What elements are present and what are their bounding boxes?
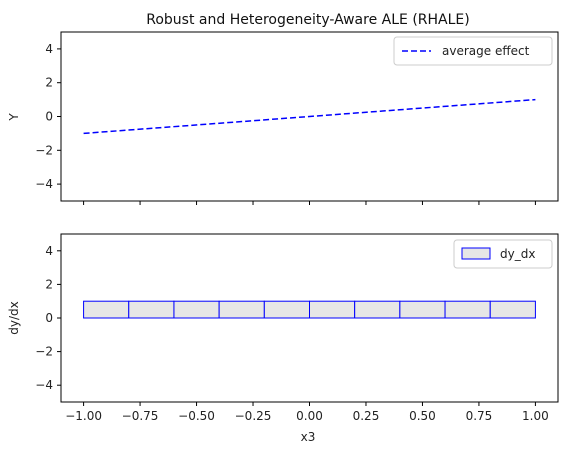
bottom-panel-plot bbox=[83, 300, 536, 319]
top-ytick-label: −4 bbox=[35, 177, 53, 191]
dy-dx-bar bbox=[83, 300, 130, 319]
top-ytick-label: 4 bbox=[45, 42, 53, 56]
bottom-xtick-label: −0.50 bbox=[178, 409, 215, 423]
average-effect-line bbox=[83, 98, 536, 135]
bottom-xtick-label: −0.75 bbox=[122, 409, 159, 423]
chart-title: Robust and Heterogeneity-Aware ALE (RHAL… bbox=[146, 12, 469, 28]
bottom-ytick-label: −2 bbox=[35, 345, 53, 359]
dy-dx-bar bbox=[173, 300, 220, 319]
bottom-legend: dy_dx bbox=[453, 239, 553, 269]
bottom-xtick-label: 0.25 bbox=[353, 409, 380, 423]
dy-dx-bar bbox=[263, 300, 310, 319]
bottom-xtick-label: 1.00 bbox=[522, 409, 549, 423]
bottom-ytick-label: 4 bbox=[45, 244, 53, 258]
bottom-xlabel: x3 bbox=[301, 430, 316, 444]
dy-dx-bar bbox=[399, 300, 446, 319]
bottom-ytick-label: −4 bbox=[35, 378, 53, 392]
bottom-ytick-label: 0 bbox=[45, 311, 53, 325]
dy-dx-bar bbox=[218, 300, 265, 319]
top-panel-plot bbox=[83, 98, 536, 135]
top-ytick-label: 2 bbox=[45, 76, 53, 90]
dy-dx-bar bbox=[444, 300, 491, 319]
bottom-ytick-label: 2 bbox=[45, 277, 53, 291]
bottom-ylabel: dy/dx bbox=[7, 301, 21, 334]
top-legend: average effect bbox=[393, 36, 553, 66]
dy-dx-bar bbox=[309, 300, 356, 319]
bottom-legend-box bbox=[453, 239, 553, 269]
top-panel-ticks: −4 −2 0 2 4 bbox=[35, 42, 536, 205]
bottom-panel-ticks: −4 −2 0 2 4 −1.00 −0.75 −0.50 −0.25 0.00 0.25 0.50 0… bbox=[35, 244, 548, 423]
top-ytick-label: −2 bbox=[35, 143, 53, 157]
bottom-xtick-label: −0.25 bbox=[235, 409, 272, 423]
bottom-xtick-label: 0.50 bbox=[409, 409, 436, 423]
bottom-xtick-label: −1.00 bbox=[65, 409, 102, 423]
top-legend-label: average effect bbox=[442, 44, 530, 58]
top-ytick-label: 0 bbox=[45, 110, 53, 124]
top-panel-frame bbox=[60, 31, 559, 202]
top-legend-box bbox=[393, 36, 553, 66]
top-ylabel: Y bbox=[7, 113, 21, 122]
bottom-legend-label: dy_dx bbox=[500, 247, 535, 261]
dy-dx-legend-swatch bbox=[461, 247, 491, 260]
bottom-xtick-label: 0.75 bbox=[466, 409, 493, 423]
bottom-xtick-label: 0.00 bbox=[296, 409, 323, 423]
dy-dx-bar bbox=[489, 300, 536, 319]
dy-dx-bar bbox=[354, 300, 401, 319]
bottom-panel-frame bbox=[60, 233, 559, 403]
dy-dx-bar bbox=[128, 300, 175, 319]
